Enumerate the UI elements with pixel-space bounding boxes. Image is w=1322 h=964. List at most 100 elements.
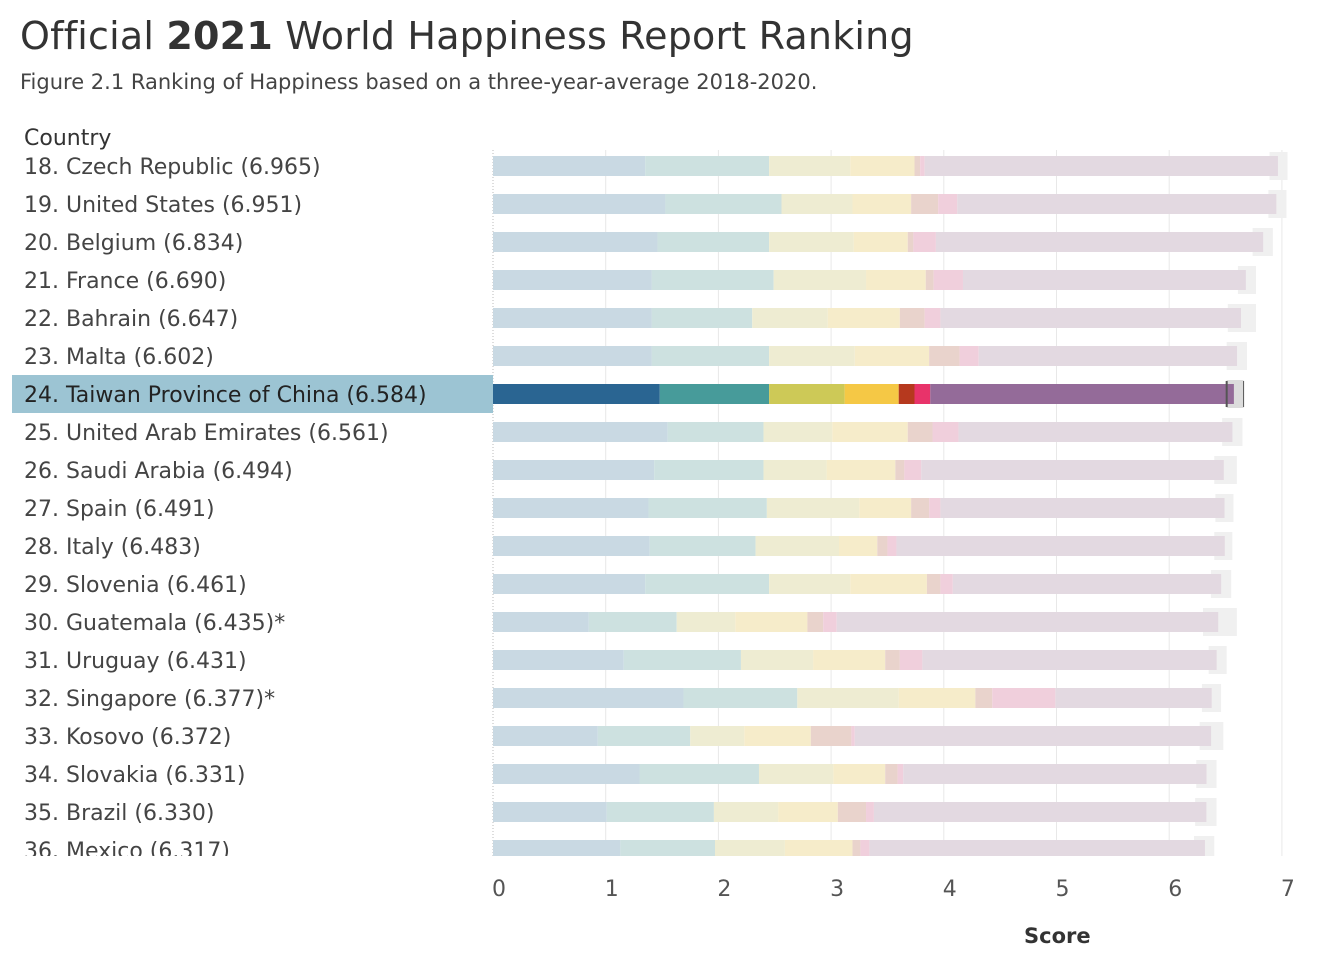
x-tick-label: 6 bbox=[1168, 877, 1182, 902]
bar-segment-freedom-to-make-life-choices bbox=[898, 688, 976, 708]
bar-segment-social-support bbox=[588, 612, 677, 632]
country-row: 33. Kosovo (6.372) bbox=[24, 722, 1224, 750]
bar-segment-generosity bbox=[807, 612, 824, 632]
country-row: 30. Guatemala (6.435)* bbox=[24, 608, 1237, 636]
bar-segment-perceptions-of-corruption bbox=[851, 726, 855, 746]
bar-segment-gdp-per-capita bbox=[493, 726, 598, 746]
country-label[interactable]: 24. Taiwan Province of China (6.584) bbox=[24, 383, 427, 408]
bar-segment-generosity bbox=[907, 422, 933, 442]
chart-title: Official 2021 World Happiness Report Ran… bbox=[20, 14, 914, 58]
country-label[interactable]: 23. Malta (6.602) bbox=[24, 345, 214, 370]
bar-segment-gdp-per-capita bbox=[493, 232, 658, 252]
country-label[interactable]: 22. Bahrain (6.647) bbox=[24, 307, 238, 332]
bar-segment-dystopia-residual bbox=[940, 308, 1241, 328]
bar-segment-dystopia-residual bbox=[854, 726, 1212, 746]
bar-segment-generosity bbox=[885, 650, 900, 670]
bar-segment-freedom-to-make-life-choices bbox=[827, 308, 900, 328]
bar-segment-social-support bbox=[606, 802, 714, 822]
country-column-header[interactable]: Country bbox=[24, 126, 112, 151]
country-label[interactable]: 25. United Arab Emirates (6.561) bbox=[24, 421, 389, 446]
bar-segment-perceptions-of-corruption bbox=[932, 422, 959, 442]
country-label[interactable]: 26. Saudi Arabia (6.494) bbox=[24, 459, 293, 484]
bar-segment-dystopia-residual bbox=[978, 346, 1238, 366]
bar-segment-perceptions-of-corruption bbox=[866, 802, 874, 822]
bar-segment-social-support bbox=[651, 270, 774, 290]
bar-segment-generosity bbox=[914, 156, 921, 176]
country-row: 20. Belgium (6.834) bbox=[24, 228, 1273, 256]
bar-segment-social-support bbox=[620, 840, 716, 856]
bar-segment-gdp-per-capita bbox=[493, 650, 624, 670]
country-label[interactable]: 27. Spain (6.491) bbox=[24, 497, 215, 522]
country-label[interactable]: 31. Uruguay (6.431) bbox=[24, 649, 247, 674]
bar-segment-dystopia-residual bbox=[940, 498, 1225, 518]
country-row: 32. Singapore (6.377)* bbox=[24, 684, 1222, 712]
bar-segment-social-support bbox=[657, 232, 770, 252]
bar-segment-healthy-life-expectancy bbox=[781, 194, 853, 214]
bar-segment-healthy-life-expectancy bbox=[755, 536, 839, 556]
bar-segment-healthy-life-expectancy bbox=[797, 688, 899, 708]
bar-segment-social-support bbox=[623, 650, 741, 670]
bar-segment-perceptions-of-corruption bbox=[887, 536, 897, 556]
country-label[interactable]: 32. Singapore (6.377)* bbox=[24, 687, 275, 712]
bar-segment-gdp-per-capita bbox=[493, 612, 589, 632]
country-label[interactable]: 18. Czech Republic (6.965) bbox=[24, 155, 321, 180]
country-label[interactable]: 34. Slovakia (6.331) bbox=[24, 763, 246, 788]
bar-segment-freedom-to-make-life-choices bbox=[832, 422, 908, 442]
bar-segment-generosity bbox=[837, 802, 867, 822]
country-label[interactable]: 21. France (6.690) bbox=[24, 269, 226, 294]
bar-segment-generosity bbox=[925, 270, 934, 290]
country-row: 19. United States (6.951) bbox=[24, 190, 1287, 218]
bar-segment-freedom-to-make-life-choices bbox=[859, 498, 912, 518]
bar-segment-generosity bbox=[877, 536, 888, 556]
country-row: 29. Slovenia (6.461) bbox=[24, 570, 1232, 598]
country-label[interactable]: 36. Mexico (6.317) bbox=[24, 839, 230, 864]
country-row: 25. United Arab Emirates (6.561) bbox=[24, 418, 1243, 446]
bar-segment-gdp-per-capita bbox=[493, 574, 646, 594]
bar-segment-perceptions-of-corruption bbox=[992, 688, 1056, 708]
highlighted-row: 24. Taiwan Province of China (6.584) bbox=[12, 375, 1245, 413]
bar-segment-generosity bbox=[898, 384, 915, 404]
bar-segment-dystopia-residual bbox=[903, 764, 1207, 784]
bar-segment-dystopia-residual bbox=[922, 650, 1217, 670]
country-row: 26. Saudi Arabia (6.494) bbox=[24, 456, 1237, 484]
country-label[interactable]: 20. Belgium (6.834) bbox=[24, 231, 243, 256]
x-axis-title: Score bbox=[1024, 924, 1091, 948]
bar-segment-freedom-to-make-life-choices bbox=[850, 574, 927, 594]
bar-segment-healthy-life-expectancy bbox=[740, 650, 814, 670]
bar-segment-generosity bbox=[911, 498, 930, 518]
x-tick-label: 3 bbox=[830, 877, 844, 902]
bar-segment-perceptions-of-corruption bbox=[929, 498, 941, 518]
country-label[interactable]: 33. Kosovo (6.372) bbox=[24, 725, 231, 750]
country-label[interactable]: 35. Brazil (6.330) bbox=[24, 801, 215, 826]
x-tick-label: 2 bbox=[717, 877, 731, 902]
bar-segment-perceptions-of-corruption bbox=[933, 270, 963, 290]
country-label[interactable]: 29. Slovenia (6.461) bbox=[24, 573, 247, 598]
bar-segment-generosity bbox=[852, 840, 861, 856]
bar-segment-social-support bbox=[645, 574, 770, 594]
country-label[interactable]: 30. Guatemala (6.435)* bbox=[24, 611, 285, 636]
bar-segment-healthy-life-expectancy bbox=[763, 460, 827, 480]
bar-segment-social-support bbox=[654, 460, 764, 480]
bar-segment-generosity bbox=[895, 460, 905, 480]
country-label[interactable]: 19. United States (6.951) bbox=[24, 193, 302, 218]
country-label[interactable]: 28. Italy (6.483) bbox=[24, 535, 201, 560]
country-row: 36. Mexico (6.317) bbox=[24, 836, 1215, 864]
bar-segment-dystopia-residual bbox=[924, 156, 1278, 176]
bar-segment-social-support bbox=[659, 384, 770, 404]
country-row: 22. Bahrain (6.647) bbox=[24, 304, 1256, 332]
bar-segment-freedom-to-make-life-choices bbox=[866, 270, 926, 290]
bar-segment-perceptions-of-corruption bbox=[899, 650, 923, 670]
bar-segment-healthy-life-expectancy bbox=[769, 156, 851, 176]
bar-segment-freedom-to-make-life-choices bbox=[784, 840, 853, 856]
bar-segment-gdp-per-capita bbox=[493, 536, 650, 556]
bar-segment-generosity bbox=[929, 346, 960, 366]
bar-segment-healthy-life-expectancy bbox=[773, 270, 867, 290]
bar-segment-gdp-per-capita bbox=[493, 460, 655, 480]
bar-segment-social-support bbox=[639, 764, 759, 784]
bar-segment-social-support bbox=[667, 422, 764, 442]
bar-segment-dystopia-residual bbox=[1055, 688, 1212, 708]
bar-segment-freedom-to-make-life-choices bbox=[852, 194, 912, 214]
bar-segment-freedom-to-make-life-choices bbox=[850, 156, 915, 176]
bar-segment-healthy-life-expectancy bbox=[715, 840, 785, 856]
